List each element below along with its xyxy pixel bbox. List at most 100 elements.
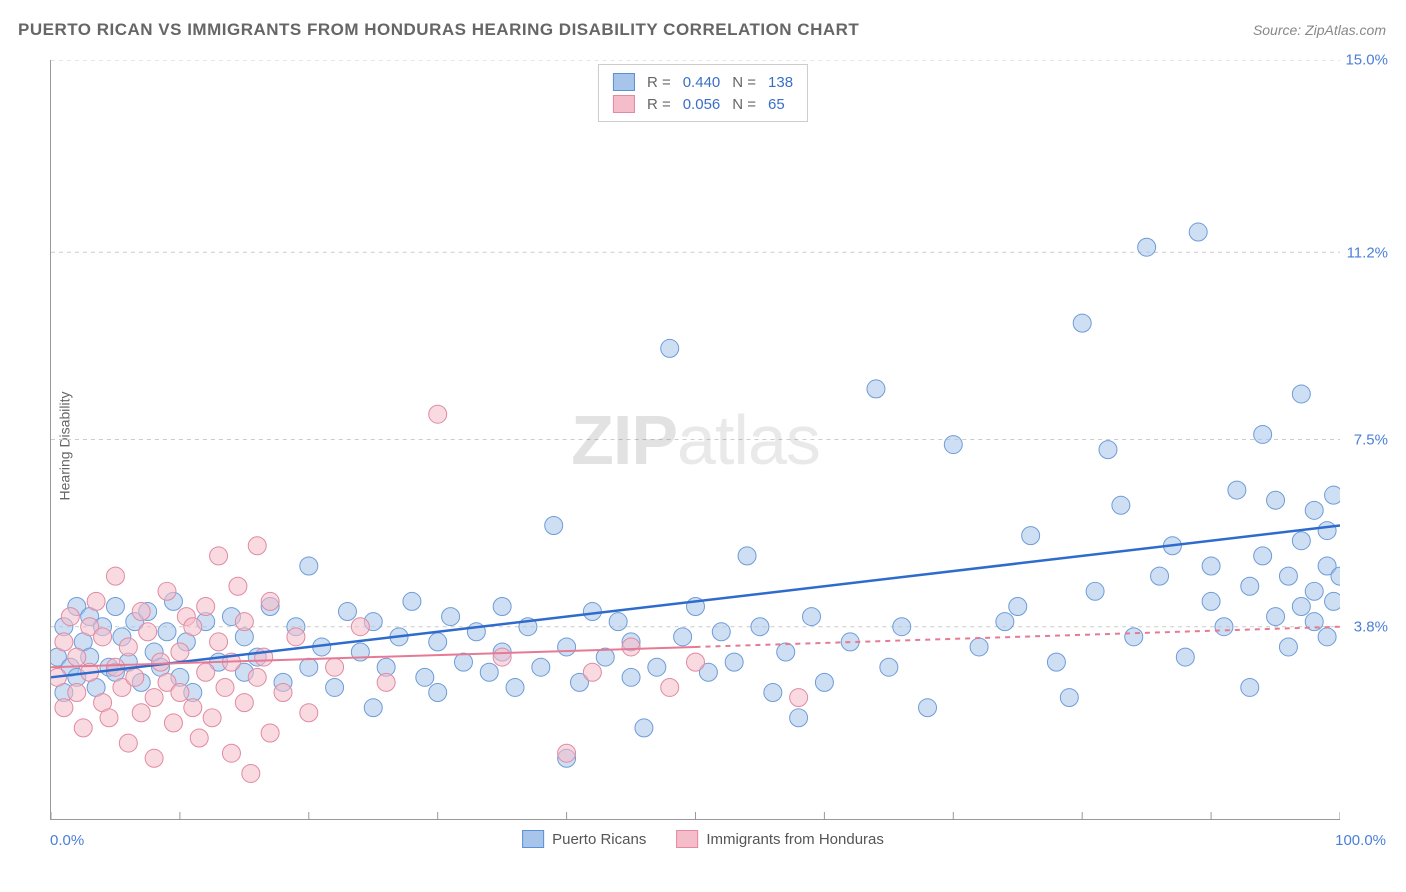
- scatter-point-immigrants-honduras: [145, 749, 163, 767]
- trend-line-extrapolate-immigrants-honduras: [696, 627, 1341, 647]
- scatter-point-immigrants-honduras: [351, 618, 369, 636]
- scatter-point-puerto-ricans: [416, 668, 434, 686]
- scatter-point-immigrants-honduras: [248, 537, 266, 555]
- r-value-1: 0.440: [683, 74, 721, 91]
- scatter-point-puerto-ricans: [1202, 557, 1220, 575]
- scatter-point-puerto-ricans: [1151, 567, 1169, 585]
- scatter-point-puerto-ricans: [648, 658, 666, 676]
- scatter-point-immigrants-honduras: [687, 653, 705, 671]
- scatter-point-puerto-ricans: [158, 623, 176, 641]
- y-tick-label: 15.0%: [1345, 52, 1388, 69]
- scatter-point-puerto-ricans: [326, 678, 344, 696]
- scatter-point-immigrants-honduras: [132, 704, 150, 722]
- scatter-point-immigrants-honduras: [790, 689, 808, 707]
- n-label-1: N =: [732, 74, 756, 91]
- legend-correlation-box: R = 0.440 N = 138 R = 0.056 N = 65: [598, 64, 808, 122]
- scatter-point-immigrants-honduras: [216, 678, 234, 696]
- scatter-point-puerto-ricans: [338, 603, 356, 621]
- source-attribution: Source: ZipAtlas.com: [1253, 22, 1386, 38]
- scatter-point-puerto-ricans: [674, 628, 692, 646]
- scatter-point-immigrants-honduras: [261, 592, 279, 610]
- scatter-point-puerto-ricans: [442, 608, 460, 626]
- scatter-point-puerto-ricans: [506, 678, 524, 696]
- scatter-point-puerto-ricans: [712, 623, 730, 641]
- legend-swatch-pr: [522, 830, 544, 848]
- scatter-point-puerto-ricans: [1022, 527, 1040, 545]
- scatter-point-immigrants-honduras: [661, 678, 679, 696]
- scatter-point-puerto-ricans: [622, 668, 640, 686]
- scatter-point-immigrants-honduras: [184, 699, 202, 717]
- scatter-point-immigrants-honduras: [197, 597, 215, 615]
- scatter-point-puerto-ricans: [1318, 628, 1336, 646]
- scatter-point-puerto-ricans: [1305, 582, 1323, 600]
- scatter-point-immigrants-honduras: [68, 684, 86, 702]
- scatter-point-immigrants-honduras: [152, 653, 170, 671]
- scatter-point-puerto-ricans: [493, 597, 511, 615]
- scatter-point-puerto-ricans: [1228, 481, 1246, 499]
- scatter-point-puerto-ricans: [1009, 597, 1027, 615]
- scatter-point-immigrants-honduras: [493, 648, 511, 666]
- scatter-point-immigrants-honduras: [274, 684, 292, 702]
- legend-row-series-2: R = 0.056 N = 65: [613, 93, 793, 115]
- scatter-point-immigrants-honduras: [242, 764, 260, 782]
- scatter-point-immigrants-honduras: [171, 684, 189, 702]
- scatter-point-puerto-ricans: [996, 613, 1014, 631]
- scatter-point-immigrants-honduras: [429, 405, 447, 423]
- scatter-point-puerto-ricans: [1254, 547, 1272, 565]
- scatter-point-puerto-ricans: [1292, 385, 1310, 403]
- scatter-point-puerto-ricans: [1138, 238, 1156, 256]
- scatter-point-immigrants-honduras: [184, 618, 202, 636]
- scatter-point-immigrants-honduras: [583, 663, 601, 681]
- plot-svg: [51, 60, 1340, 819]
- plot-area: ZIPatlas: [50, 60, 1340, 820]
- scatter-point-immigrants-honduras: [74, 719, 92, 737]
- scatter-point-immigrants-honduras: [377, 673, 395, 691]
- scatter-point-puerto-ricans: [558, 638, 576, 656]
- legend-item-puerto-ricans: Puerto Ricans: [522, 830, 646, 848]
- scatter-point-puerto-ricans: [1292, 532, 1310, 550]
- scatter-point-immigrants-honduras: [235, 613, 253, 631]
- scatter-point-puerto-ricans: [661, 339, 679, 357]
- scatter-point-puerto-ricans: [1176, 648, 1194, 666]
- scatter-point-puerto-ricans: [364, 699, 382, 717]
- legend-item-honduras: Immigrants from Honduras: [676, 830, 884, 848]
- scatter-point-puerto-ricans: [583, 603, 601, 621]
- y-tick-label: 11.2%: [1347, 244, 1388, 261]
- scatter-point-immigrants-honduras: [158, 582, 176, 600]
- n-label-2: N =: [732, 96, 756, 113]
- r-label-2: R =: [647, 96, 671, 113]
- scatter-point-puerto-ricans: [609, 613, 627, 631]
- scatter-point-immigrants-honduras: [222, 744, 240, 762]
- scatter-point-immigrants-honduras: [248, 668, 266, 686]
- scatter-point-puerto-ricans: [454, 653, 472, 671]
- scatter-point-puerto-ricans: [738, 547, 756, 565]
- scatter-point-puerto-ricans: [1267, 608, 1285, 626]
- scatter-point-immigrants-honduras: [126, 668, 144, 686]
- scatter-point-puerto-ricans: [777, 643, 795, 661]
- scatter-point-puerto-ricans: [970, 638, 988, 656]
- scatter-point-puerto-ricans: [1279, 638, 1297, 656]
- n-value-2: 65: [768, 96, 785, 113]
- scatter-point-immigrants-honduras: [94, 628, 112, 646]
- scatter-point-puerto-ricans: [764, 684, 782, 702]
- scatter-point-immigrants-honduras: [139, 623, 157, 641]
- scatter-point-puerto-ricans: [429, 633, 447, 651]
- scatter-point-puerto-ricans: [1279, 567, 1297, 585]
- scatter-point-puerto-ricans: [725, 653, 743, 671]
- scatter-point-puerto-ricans: [1189, 223, 1207, 241]
- scatter-point-puerto-ricans: [944, 436, 962, 454]
- scatter-point-immigrants-honduras: [106, 567, 124, 585]
- scatter-point-puerto-ricans: [1254, 425, 1272, 443]
- scatter-point-puerto-ricans: [1325, 592, 1340, 610]
- scatter-point-puerto-ricans: [880, 658, 898, 676]
- legend-swatch-2: [613, 95, 635, 113]
- scatter-point-puerto-ricans: [480, 663, 498, 681]
- legend-label-hn: Immigrants from Honduras: [706, 831, 884, 848]
- scatter-point-immigrants-honduras: [203, 709, 221, 727]
- scatter-point-immigrants-honduras: [235, 694, 253, 712]
- scatter-point-puerto-ricans: [1292, 597, 1310, 615]
- legend-label-pr: Puerto Ricans: [552, 831, 646, 848]
- scatter-point-puerto-ricans: [300, 658, 318, 676]
- scatter-point-immigrants-honduras: [100, 709, 118, 727]
- scatter-point-immigrants-honduras: [558, 744, 576, 762]
